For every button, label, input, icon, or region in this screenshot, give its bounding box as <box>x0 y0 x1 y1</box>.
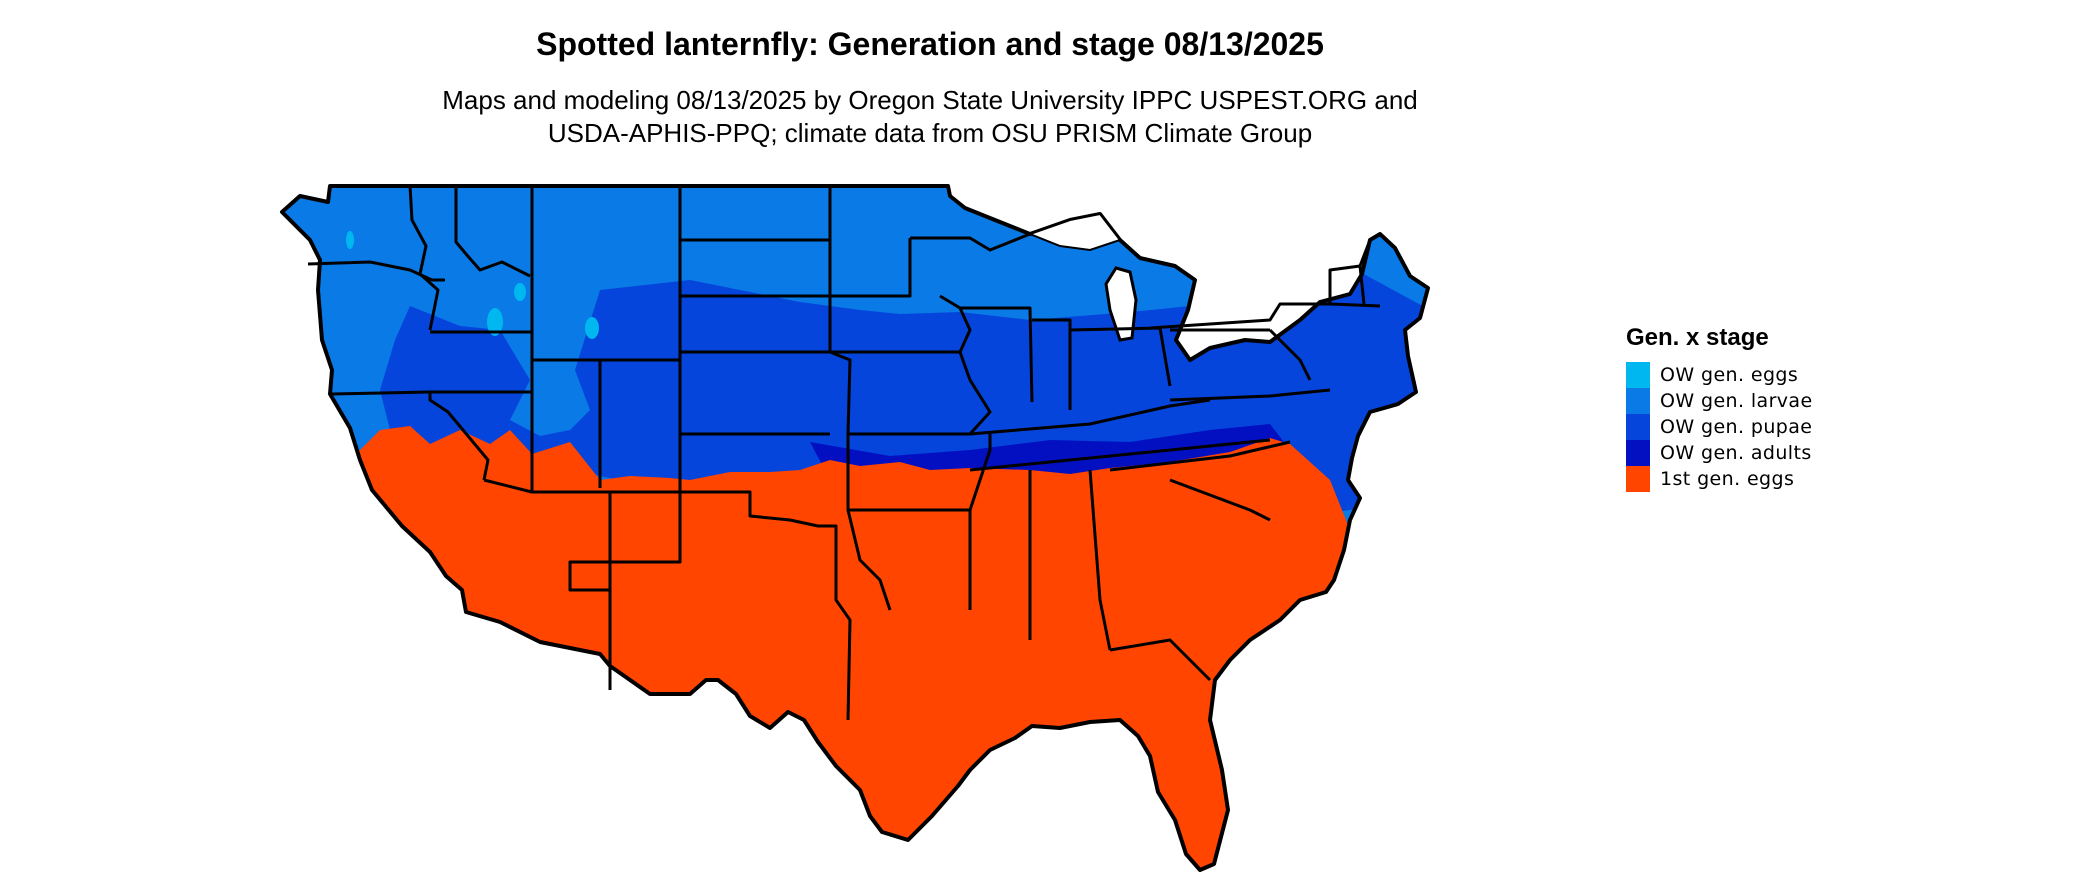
legend-swatch <box>1626 362 1650 388</box>
state-borders <box>307 184 1381 721</box>
map-title: Spotted lanternfly: Generation and stage… <box>536 26 1324 62</box>
legend-swatch <box>1626 388 1650 414</box>
zone-first-gen-eggs <box>282 426 1370 870</box>
legend: Gen. x stage OW gen. eggs OW gen. larvae O… <box>1626 324 1886 492</box>
legend-item: OW gen. pupae <box>1626 414 1886 440</box>
legend-label: OW gen. eggs <box>1660 364 1799 386</box>
legend-swatch <box>1626 414 1650 440</box>
zone-ow-eggs <box>346 231 599 339</box>
subtitle-line-2: USDA-APHIS-PPQ; climate data from OSU PR… <box>547 118 1313 148</box>
legend-swatch <box>1626 466 1650 492</box>
legend-item: OW gen. eggs <box>1626 362 1886 388</box>
legend-label: 1st gen. eggs <box>1660 468 1795 490</box>
legend-item: OW gen. larvae <box>1626 388 1886 414</box>
legend-swatch <box>1626 440 1650 466</box>
lake-superior <box>1027 212 1122 252</box>
subtitle-line-1: Maps and modeling 08/13/2025 by Oregon S… <box>442 85 1418 115</box>
legend-label: OW gen. adults <box>1660 442 1812 464</box>
legend-label: OW gen. pupae <box>1660 416 1813 438</box>
legend-label: OW gen. larvae <box>1660 390 1813 412</box>
map-subtitle: Maps and modeling 08/13/2025 by Oregon S… <box>0 84 1860 150</box>
legend-item: OW gen. adults <box>1626 440 1886 466</box>
legend-item: 1st gen. eggs <box>1626 466 1886 492</box>
legend-items: OW gen. eggs OW gen. larvae OW gen. pupae O… <box>1626 362 1886 492</box>
legend-title: Gen. x stage <box>1626 324 1769 351</box>
map-canvas <box>280 184 1430 872</box>
stage-zones <box>282 186 1428 870</box>
us-stage-map <box>270 180 1600 892</box>
lake-michigan <box>1104 266 1138 342</box>
